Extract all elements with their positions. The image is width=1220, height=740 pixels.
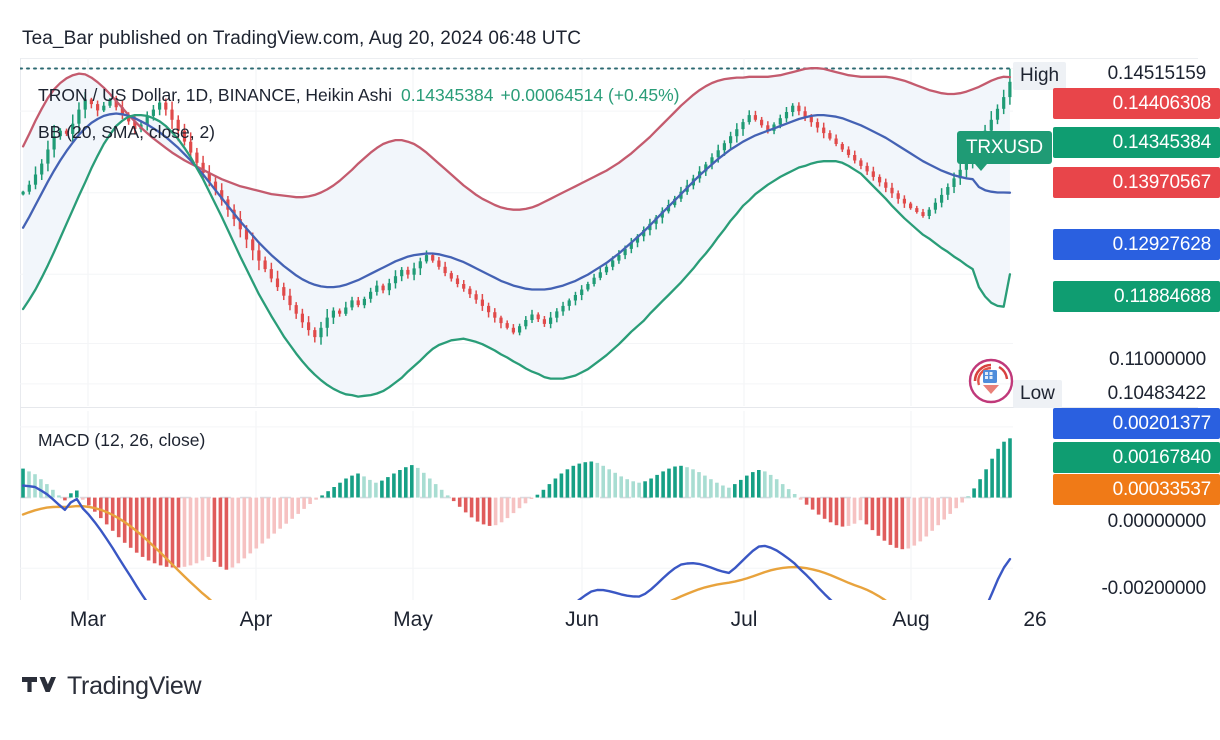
- scale-label: 0.00167840: [1053, 442, 1220, 473]
- bb-indicator-label[interactable]: BB (20, SMA, close, 2): [38, 122, 216, 142]
- scale-label: 0.14406308: [1053, 88, 1220, 119]
- low-chip: Low: [1013, 380, 1062, 408]
- symbol-price-flag: TRXUSD: [957, 131, 1052, 171]
- chart-frame: [20, 58, 1198, 600]
- scale-label: 0.11884688: [1053, 281, 1220, 312]
- macd-chart-svg: [20, 411, 1013, 600]
- scale-label: 0.11000000: [1109, 349, 1206, 370]
- price-legend: TRON / US Dollar, 1D, BINANCE, Heikin As…: [38, 85, 680, 106]
- price-chart-svg: [20, 58, 1013, 406]
- scale-label: 0.12927628: [1053, 229, 1220, 260]
- tradingview-wordmark: TradingView: [67, 672, 202, 700]
- scale-label: 0.00033537: [1053, 474, 1220, 505]
- tradingview-logo-icon: [22, 676, 56, 692]
- scale-label: 0.00000000: [1107, 511, 1207, 532]
- panel-divider: [20, 407, 1198, 408]
- price-scale[interactable]: High Low 0.14515159 0.14406308 0.14345384 0…: [1013, 58, 1220, 600]
- high-chip: High: [1013, 62, 1067, 90]
- time-axis-tick: Jun: [565, 608, 599, 631]
- scale-label: 0.10483422: [1107, 383, 1207, 404]
- scale-label: 0.00201377: [1053, 408, 1220, 439]
- attribution-line: Tea_Bar published on TradingView.com, Au…: [22, 28, 582, 49]
- macd-indicator-label[interactable]: MACD (12, 26, close): [38, 430, 206, 450]
- time-axis-tick: May: [393, 608, 433, 631]
- last-price: 0.14345384: [400, 85, 494, 105]
- price-change: +0.00064514 (+0.45%): [500, 85, 680, 105]
- price-panel[interactable]: [20, 58, 1013, 406]
- time-axis-tick: Jul: [730, 608, 758, 631]
- symbol-title: TRON / US Dollar, 1D, BINANCE, Heikin As…: [38, 85, 392, 105]
- tron-badge-icon: [968, 358, 1014, 404]
- time-axis[interactable]: Mar Apr May Jun Jul Aug 26: [20, 608, 1198, 648]
- time-axis-tick: Mar: [69, 608, 107, 631]
- scale-label: 0.14515159: [1107, 63, 1207, 84]
- scale-label: 0.13970567: [1053, 167, 1220, 198]
- macd-panel[interactable]: [20, 411, 1013, 600]
- scale-label: -0.00200000: [1101, 578, 1206, 599]
- time-axis-tick: 26: [1023, 608, 1047, 631]
- scale-label: 0.14345384: [1053, 127, 1220, 158]
- tradingview-footer: TradingView: [22, 672, 202, 701]
- time-axis-tick: Apr: [239, 608, 273, 631]
- time-axis-tick: Aug: [892, 608, 930, 631]
